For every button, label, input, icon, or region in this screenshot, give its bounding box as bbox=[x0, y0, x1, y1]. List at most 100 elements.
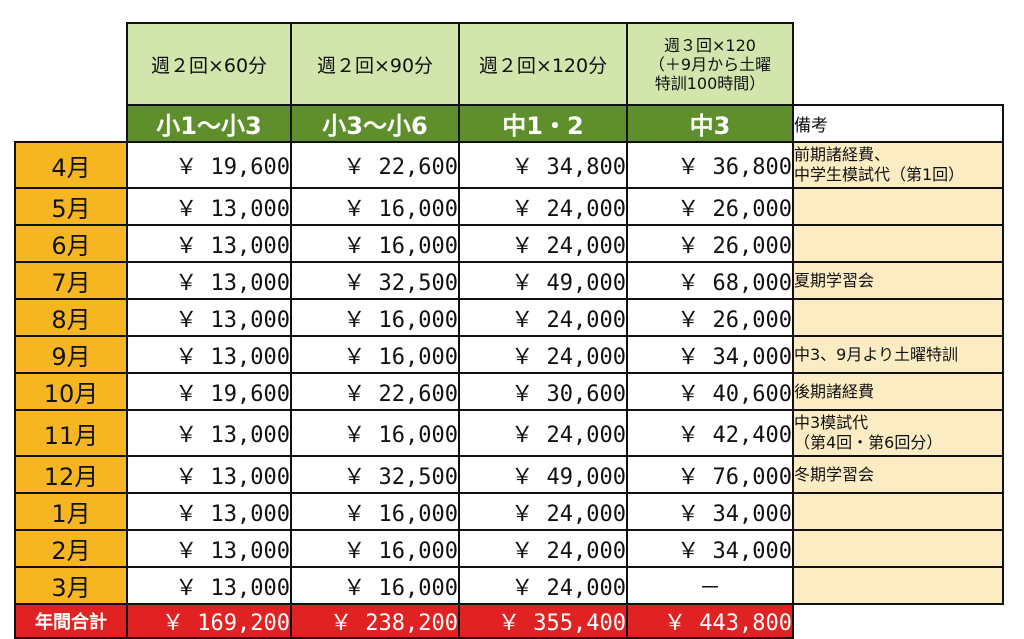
month-row: 2月 ￥ 13,000 ￥ 16,000 ￥ 24,000 ￥ 34,000 bbox=[14, 529, 1004, 568]
total-elem-3-6: ￥ 238,200 bbox=[290, 603, 460, 639]
fee-jh-3: ￥ 36,800 bbox=[626, 141, 794, 189]
note-line: 中3、9月より土曜特訓 bbox=[794, 344, 959, 364]
corner-blank bbox=[15, 23, 127, 105]
plan-description-row: 週２回×60分 週２回×90分 週２回×120分 週３回×120 （＋9月から土… bbox=[15, 22, 1003, 106]
plan-desc-line: （＋9月から土曜 bbox=[648, 54, 772, 74]
plan-desc-elem-1-3: 週２回×60分 bbox=[126, 22, 292, 106]
fee-elem-1-3: ￥ 13,000 bbox=[126, 529, 292, 568]
fee-jh-1-2: ￥ 24,000 bbox=[458, 335, 628, 374]
fee-elem-3-6: ￥ 16,000 bbox=[290, 187, 460, 226]
note-cell bbox=[792, 298, 1004, 337]
month-label: 8月 bbox=[14, 298, 128, 337]
note-line: 後期諸経費 bbox=[794, 381, 875, 401]
fee-elem-3-6: ￥ 32,500 bbox=[290, 455, 460, 494]
month-label: 11月 bbox=[14, 409, 128, 457]
fee-jh-3: ￥ 40,600 bbox=[626, 372, 794, 411]
fee-elem-3-6: ￥ 32,500 bbox=[290, 261, 460, 300]
note-line: 冬期学習会 bbox=[794, 464, 875, 484]
month-label: 9月 bbox=[14, 335, 128, 374]
month-row: 11月 ￥ 13,000 ￥ 16,000 ￥ 24,000 ￥ 42,400 中3模試代… bbox=[14, 409, 1004, 457]
fee-elem-1-3: ￥ 19,600 bbox=[126, 372, 292, 411]
month-label: 1月 bbox=[14, 492, 128, 531]
note-line: 中3模試代 bbox=[794, 413, 869, 432]
fee-elem-1-3: ￥ 13,000 bbox=[126, 335, 292, 374]
grade-header-jh-1-2: 中1・2 bbox=[458, 104, 628, 143]
grade-header-elem-3-6: 小3～小6 bbox=[290, 104, 460, 143]
fee-elem-1-3: ￥ 13,000 bbox=[126, 492, 292, 531]
fee-jh-1-2: ￥ 24,000 bbox=[458, 529, 628, 568]
fee-elem-3-6: ￥ 16,000 bbox=[290, 409, 460, 457]
month-row: 6月 ￥ 13,000 ￥ 16,000 ￥ 24,000 ￥ 26,000 bbox=[14, 224, 1004, 263]
month-label: 7月 bbox=[14, 261, 128, 300]
fee-elem-3-6: ￥ 16,000 bbox=[290, 492, 460, 531]
fee-jh-3: ￥ 34,000 bbox=[626, 529, 794, 568]
fee-elem-1-3: ￥ 13,000 bbox=[126, 566, 292, 605]
month-row: 12月 ￥ 13,000 ￥ 32,500 ￥ 49,000 ￥ 76,000 冬期学習会 bbox=[14, 455, 1004, 494]
fee-elem-3-6: ￥ 16,000 bbox=[290, 335, 460, 374]
fee-elem-3-6: ￥ 16,000 bbox=[290, 224, 460, 263]
fee-elem-3-6: ￥ 16,000 bbox=[290, 529, 460, 568]
month-label: 10月 bbox=[14, 372, 128, 411]
month-label: 5月 bbox=[14, 187, 128, 226]
note-cell bbox=[792, 529, 1004, 568]
month-row: 5月 ￥ 13,000 ￥ 16,000 ￥ 24,000 ￥ 26,000 bbox=[14, 187, 1004, 226]
fee-jh-3: ￥ 34,000 bbox=[626, 335, 794, 374]
note-line: 前期諸経費、 bbox=[794, 145, 891, 164]
month-label: 12月 bbox=[14, 455, 128, 494]
fee-elem-1-3: ￥ 13,000 bbox=[126, 298, 292, 337]
grade-header-row: 小1～小3 小3～小6 中1・2 中3 備考 bbox=[15, 104, 1004, 143]
note-cell: 中3模試代 （第4回・第6回分） bbox=[792, 409, 1004, 457]
note-cell: 夏期学習会 bbox=[792, 261, 1004, 300]
month-label: 4月 bbox=[14, 141, 128, 189]
fee-jh-3: ￥ 26,000 bbox=[626, 187, 794, 226]
fee-jh-1-2: ￥ 30,600 bbox=[458, 372, 628, 411]
total-notes-blank bbox=[793, 604, 1003, 638]
month-row: 8月 ￥ 13,000 ￥ 16,000 ￥ 24,000 ￥ 26,000 bbox=[14, 298, 1004, 337]
note-cell: 前期諸経費、 中学生模試代（第1回） bbox=[792, 141, 1004, 189]
fee-jh-1-2: ￥ 24,000 bbox=[458, 492, 628, 531]
fee-elem-3-6: ￥ 22,600 bbox=[290, 141, 460, 189]
notes-header: 備考 bbox=[792, 104, 1004, 143]
month-row: 4月 ￥ 19,600 ￥ 22,600 ￥ 34,800 ￥ 36,800 前期諸経費、… bbox=[14, 141, 1004, 189]
month-row: 3月 ￥ 13,000 ￥ 16,000 ￥ 24,000 － bbox=[14, 566, 1004, 605]
note-cell bbox=[792, 566, 1004, 605]
note-line: 夏期学習会 bbox=[794, 270, 875, 290]
note-cell bbox=[792, 224, 1004, 263]
note-cell: 中3、9月より土曜特訓 bbox=[792, 335, 1004, 374]
fee-jh-3: ￥ 34,000 bbox=[626, 492, 794, 531]
month-label: 6月 bbox=[14, 224, 128, 263]
month-row: 9月 ￥ 13,000 ￥ 16,000 ￥ 24,000 ￥ 34,000 中3、9月よ… bbox=[14, 335, 1004, 374]
note-line: （第4回・第6回分） bbox=[794, 433, 943, 452]
month-row: 10月 ￥ 19,600 ￥ 22,600 ￥ 30,600 ￥ 40,600 後期諸経費 bbox=[14, 372, 1004, 411]
plan-desc-jh-1-2: 週２回×120分 bbox=[458, 22, 628, 106]
month-rows: 4月 ￥ 19,600 ￥ 22,600 ￥ 34,800 ￥ 36,800 前期諸経費、… bbox=[14, 141, 1004, 605]
month-label: 2月 bbox=[14, 529, 128, 568]
plan-desc-line: 特訓100時間） bbox=[654, 73, 766, 93]
fee-jh-1-2: ￥ 49,000 bbox=[458, 261, 628, 300]
note-line: 中学生模試代（第1回） bbox=[794, 165, 965, 184]
fee-jh-3: ￥ 76,000 bbox=[626, 455, 794, 494]
note-cell bbox=[792, 492, 1004, 531]
fee-jh-3: ￥ 26,000 bbox=[626, 298, 794, 337]
notes-blank bbox=[793, 23, 1003, 105]
fee-elem-1-3: ￥ 19,600 bbox=[126, 141, 292, 189]
note-cell: 後期諸経費 bbox=[792, 372, 1004, 411]
fee-elem-1-3: ￥ 13,000 bbox=[126, 409, 292, 457]
plan-desc-elem-3-6: 週２回×90分 bbox=[290, 22, 460, 106]
note-cell bbox=[792, 187, 1004, 226]
fee-jh-1-2: ￥ 24,000 bbox=[458, 298, 628, 337]
fee-elem-3-6: ￥ 16,000 bbox=[290, 566, 460, 605]
fee-elem-3-6: ￥ 16,000 bbox=[290, 298, 460, 337]
grade-header-jh-3: 中3 bbox=[626, 104, 794, 143]
fee-jh-1-2: ￥ 34,800 bbox=[458, 141, 628, 189]
fee-elem-1-3: ￥ 13,000 bbox=[126, 455, 292, 494]
fee-table: 週２回×60分 週２回×90分 週２回×120分 週３回×120 （＋9月から土… bbox=[14, 22, 1004, 639]
fee-elem-1-3: ￥ 13,000 bbox=[126, 187, 292, 226]
fee-elem-1-3: ￥ 13,000 bbox=[126, 261, 292, 300]
fee-jh-1-2: ￥ 24,000 bbox=[458, 566, 628, 605]
fee-jh-1-2: ￥ 24,000 bbox=[458, 187, 628, 226]
fee-jh-1-2: ￥ 24,000 bbox=[458, 224, 628, 263]
corner-blank bbox=[15, 105, 127, 142]
fee-jh-3: ￥ 42,400 bbox=[626, 409, 794, 457]
fee-jh-3: ￥ 68,000 bbox=[626, 261, 794, 300]
